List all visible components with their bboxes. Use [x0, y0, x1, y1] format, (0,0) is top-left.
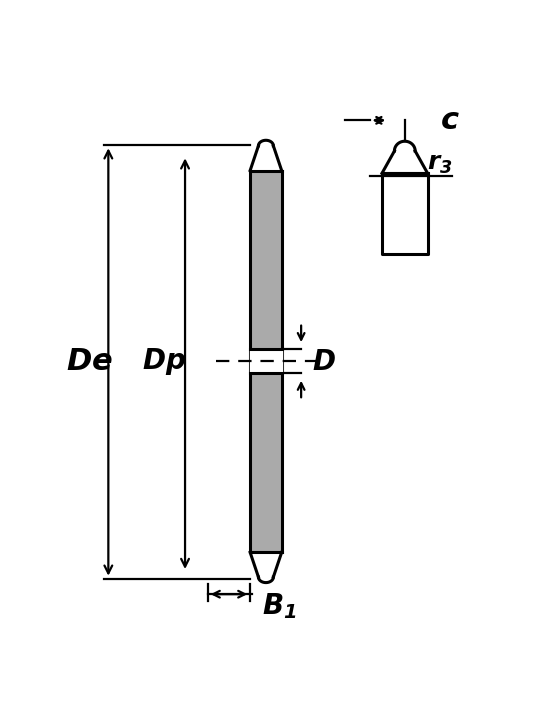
Polygon shape: [250, 143, 281, 170]
Polygon shape: [382, 146, 427, 173]
Polygon shape: [250, 374, 281, 552]
Text: $\bfit{De}$: $\bfit{De}$: [66, 348, 113, 376]
Text: $\bfit{D}$: $\bfit{D}$: [311, 348, 335, 376]
Text: $\bfit{B_1}$: $\bfit{B_1}$: [262, 592, 296, 621]
Text: $\bfit{c}$: $\bfit{c}$: [440, 106, 460, 135]
Polygon shape: [250, 349, 281, 374]
Polygon shape: [382, 173, 427, 254]
Text: $\bfit{r_3}$: $\bfit{r_3}$: [427, 152, 453, 176]
Text: $\bfit{Dp}$: $\bfit{Dp}$: [142, 346, 186, 377]
Polygon shape: [250, 170, 281, 349]
Polygon shape: [250, 552, 281, 580]
